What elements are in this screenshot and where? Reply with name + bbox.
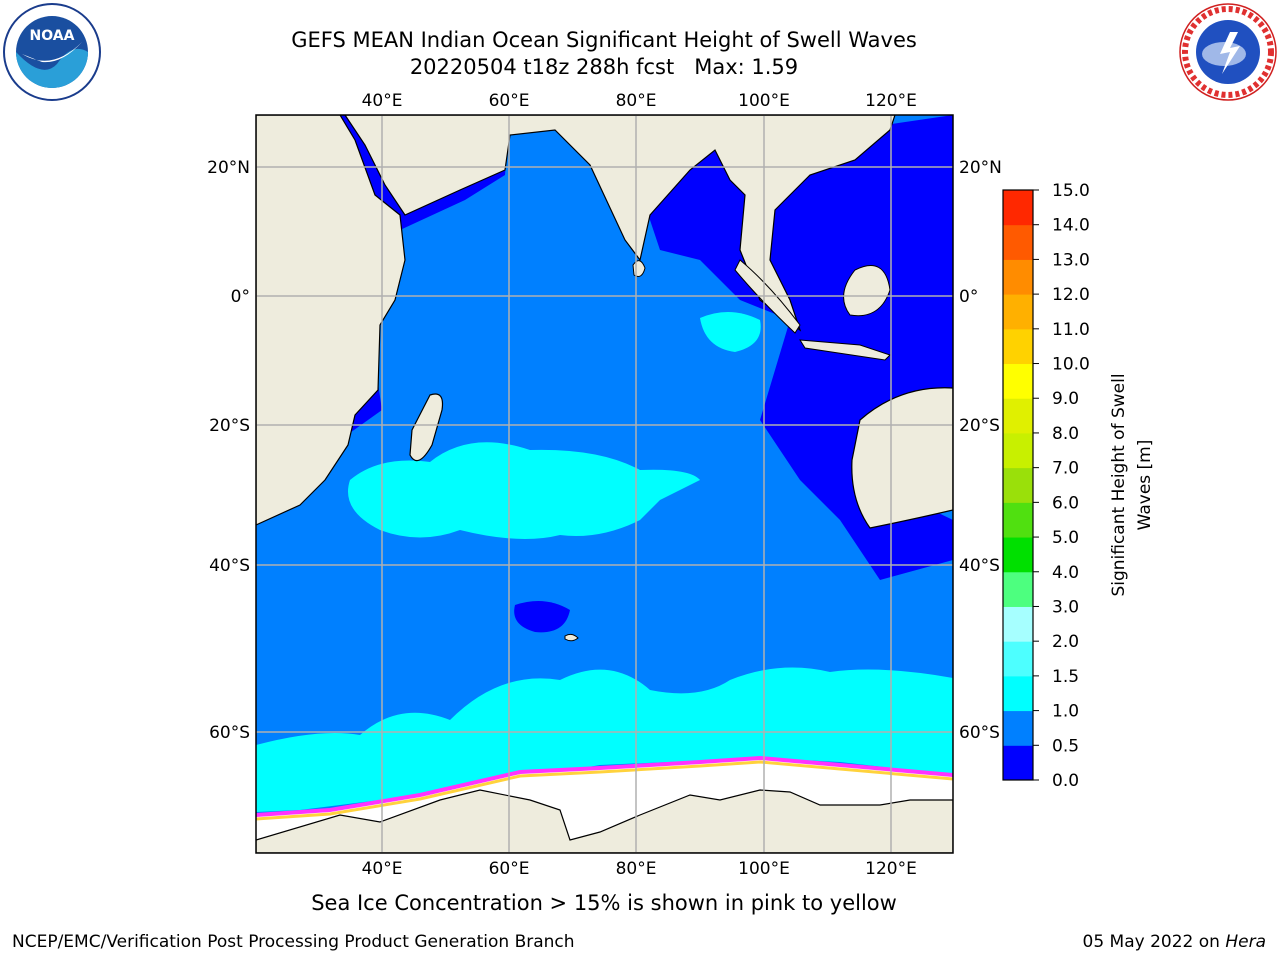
antarctica bbox=[256, 789, 953, 853]
kerguelen-low-swell-patch bbox=[514, 601, 570, 633]
madagascar-channel-region bbox=[395, 300, 470, 415]
colorbar-label-line1: Significant Height of Swell bbox=[1109, 373, 1129, 596]
colorbar-frame bbox=[1002, 189, 1034, 781]
africa-landmass bbox=[256, 115, 406, 526]
colorbar-tick-label: 7.0 bbox=[1052, 459, 1079, 479]
footer-host: Hera bbox=[1225, 932, 1266, 952]
lon-label: 80°E bbox=[616, 859, 657, 879]
colorbar-segments bbox=[1003, 190, 1033, 781]
colorbar-segment bbox=[1003, 190, 1033, 226]
lat-label: 20°N bbox=[207, 158, 250, 178]
lon-label: 100°E bbox=[738, 859, 790, 879]
asia-landmass bbox=[256, 115, 896, 332]
colorbar-tick-label: 8.0 bbox=[1052, 424, 1079, 444]
madagascar bbox=[409, 393, 444, 462]
lat-label: 20°N bbox=[959, 158, 1002, 178]
colorbar-segment bbox=[1003, 710, 1033, 746]
lon-label: 100°E bbox=[738, 91, 790, 111]
graticule bbox=[256, 115, 953, 853]
lon-label: 60°E bbox=[489, 91, 530, 111]
lat-labels-left: 20°N 0° 20°S 40°S 60°S bbox=[207, 158, 250, 743]
lat-labels-right: 20°N 0° 20°S 40°S 60°S bbox=[959, 158, 1002, 743]
colorbar-segment bbox=[1003, 259, 1033, 295]
lon-label: 40°E bbox=[362, 91, 403, 111]
lat-label: 60°S bbox=[209, 723, 250, 743]
colorbar-segment bbox=[1003, 571, 1033, 607]
lat-label: 0° bbox=[231, 287, 250, 307]
lon-label: 60°E bbox=[489, 859, 530, 879]
colorbar-tick-label: 9.0 bbox=[1052, 389, 1079, 409]
lon-label: 120°E bbox=[865, 859, 917, 879]
map-area bbox=[256, 115, 953, 853]
lon-labels-bottom: 40°E 60°E 80°E 100°E 120°E bbox=[362, 859, 917, 879]
colorbar-tick-label: 3.0 bbox=[1052, 597, 1079, 617]
lon-labels-top: 40°E 60°E 80°E 100°E 120°E bbox=[362, 91, 917, 111]
colorbar-segment bbox=[1003, 363, 1033, 399]
footer-date-text: 05 May 2022 on bbox=[1082, 932, 1220, 952]
lat-label: 20°S bbox=[209, 416, 250, 436]
colorbar-tick-label: 0.0 bbox=[1052, 771, 1079, 791]
colorbar-ticks: 0.0 0.5 1.0 1.5 2.0 3.0 4.0 5.0 6.0 7.0 8.0 9.0 10.0… bbox=[1033, 181, 1090, 791]
lat-label: 20°S bbox=[959, 416, 1000, 436]
equatorial-swell-patch bbox=[700, 311, 761, 352]
colorbar-segment bbox=[1003, 745, 1033, 781]
colorbar-tick-label: 12.0 bbox=[1052, 285, 1090, 305]
colorbar-tick-label: 5.0 bbox=[1052, 528, 1079, 548]
colorbar-segment bbox=[1003, 606, 1033, 642]
southern-ocean-swell-band bbox=[256, 667, 953, 812]
colorbar-tick-label: 0.5 bbox=[1052, 736, 1079, 756]
colorbar-segment bbox=[1003, 641, 1033, 677]
colorbar-label-line2: Waves [m] bbox=[1135, 440, 1155, 531]
noaa-logo: NOAA bbox=[3, 3, 101, 101]
colorbar-tick-label: 11.0 bbox=[1052, 320, 1090, 340]
subtropical-swell-band bbox=[348, 442, 700, 539]
footer-date: 05 May 2022 on Hera bbox=[1083, 932, 1267, 952]
svg-text:NOAA: NOAA bbox=[30, 28, 75, 44]
java bbox=[799, 339, 891, 361]
colorbar-segment bbox=[1003, 224, 1033, 260]
colorbar-segment bbox=[1003, 537, 1033, 573]
lat-label: 40°S bbox=[209, 556, 250, 576]
colorbar-tick-label: 15.0 bbox=[1052, 181, 1090, 201]
lon-label: 120°E bbox=[865, 91, 917, 111]
colorbar-tick-label: 10.0 bbox=[1052, 355, 1090, 375]
kerguelen-island bbox=[564, 633, 579, 642]
colorbar-segment bbox=[1003, 328, 1033, 365]
colorbar-segment bbox=[1003, 294, 1033, 330]
lat-label: 40°S bbox=[959, 556, 1000, 576]
colorbar-segment bbox=[1003, 675, 1033, 712]
colorbar-tick-label: 1.5 bbox=[1052, 667, 1079, 687]
colorbar: 0.0 0.5 1.0 1.5 2.0 3.0 4.0 5.0 6.0 7.0 8.0 9.0 10.0… bbox=[1002, 181, 1155, 791]
colorbar-segment bbox=[1003, 467, 1033, 503]
sea-ice-edge-pink bbox=[256, 755, 953, 817]
lon-label: 40°E bbox=[362, 859, 403, 879]
footer-branch: NCEP/EMC/Verification Post Processing Pr… bbox=[12, 932, 575, 952]
australia-landmass bbox=[851, 387, 953, 529]
map-title: GEFS MEAN Indian Ocean Significant Heigh… bbox=[291, 28, 917, 52]
colorbar-tick-label: 14.0 bbox=[1052, 216, 1090, 236]
lat-label: 60°S bbox=[959, 723, 1000, 743]
sea-ice-edge-yellow bbox=[256, 760, 953, 821]
colorbar-segment bbox=[1003, 432, 1033, 469]
colorbar-tick-label: 4.0 bbox=[1052, 563, 1079, 583]
map-frame bbox=[255, 114, 954, 854]
lat-label: 0° bbox=[959, 287, 978, 307]
nws-logo bbox=[1179, 3, 1277, 101]
borneo bbox=[843, 265, 891, 317]
sea-ice-caption: Sea Ice Concentration > 15% is shown in … bbox=[311, 891, 897, 915]
colorbar-tick-label: 1.0 bbox=[1052, 702, 1079, 722]
colorbar-segment bbox=[1003, 398, 1033, 434]
lon-label: 80°E bbox=[616, 91, 657, 111]
colorbar-tick-label: 13.0 bbox=[1052, 250, 1090, 270]
colorbar-segment bbox=[1003, 502, 1033, 538]
colorbar-tick-label: 2.0 bbox=[1052, 632, 1079, 652]
map-subtitle: 20220504 t18z 288h fcst Max: 1.59 bbox=[409, 55, 799, 79]
colorbar-tick-label: 6.0 bbox=[1052, 493, 1079, 513]
